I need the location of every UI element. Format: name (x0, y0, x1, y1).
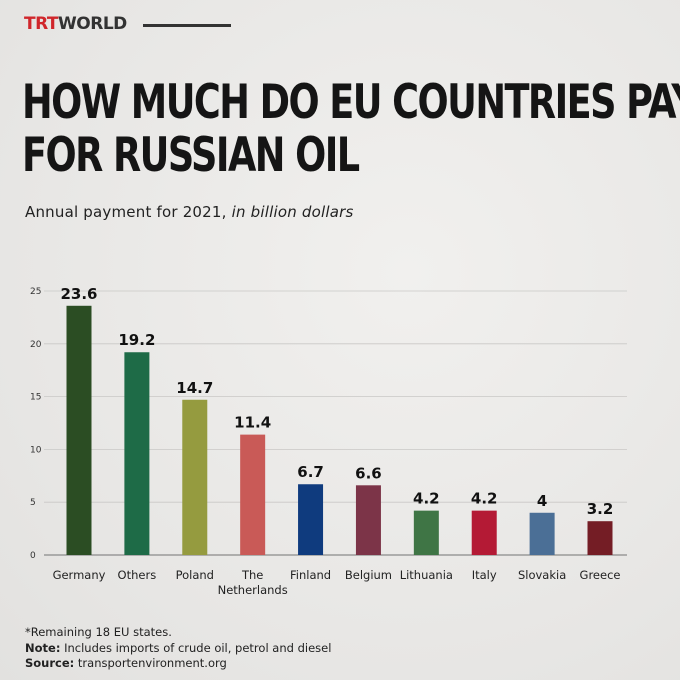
source-text: transportenvironment.org (74, 656, 227, 670)
data-label: 14.7 (176, 379, 213, 397)
data-label: 3.2 (587, 500, 614, 518)
footnote-remaining: *Remaining 18 EU states. (25, 625, 172, 639)
bar (66, 305, 92, 555)
subtitle-unit: in billion dollars (231, 203, 354, 221)
y-tick-label: 20 (30, 340, 42, 350)
chart-footer: *Remaining 18 EU states. Note: Includes … (25, 625, 331, 672)
y-tick-label: 15 (30, 393, 41, 403)
bar (182, 399, 208, 555)
title-line-2: FOR RUSSIAN OIL (22, 128, 360, 183)
subtitle-main: Annual payment for 2021, (25, 203, 232, 221)
note-text: Includes imports of crude oil, petrol an… (60, 640, 332, 655)
x-tick-label: Netherlands (218, 583, 288, 597)
x-tick-label: Others (118, 568, 157, 582)
chart-subtitle: Annual payment for 2021, in billion doll… (25, 203, 354, 221)
note-label: Note: (25, 640, 61, 655)
bar (124, 352, 150, 555)
x-tick-label: Poland (176, 568, 214, 582)
x-tick-label: The (241, 568, 263, 582)
logo-trt: TRT (24, 14, 59, 34)
x-tick-label: Belgium (345, 568, 392, 582)
y-tick-label: 25 (30, 287, 41, 297)
page-title: HOW MUCH DO EU COUNTRIES PAY FOR RUSSIAN… (22, 75, 680, 183)
logo-divider (143, 24, 231, 27)
footnote-note: Note: Includes imports of crude oil, pet… (25, 641, 331, 657)
bar-chart: 0 5 10 15 20 25 23.6 Germany 19.2 Others 14.7 Pola… (30, 285, 627, 597)
title-line-1: HOW MUCH DO EU COUNTRIES PAY (22, 75, 680, 130)
chart-labels: 23.6 Germany 19.2 Others 14.7 Poland 11.4 TheNe… (53, 285, 621, 597)
logo-world: WORLD (58, 14, 127, 34)
bar (355, 485, 381, 555)
chart-bars (66, 305, 613, 555)
y-tick-label: 5 (30, 498, 36, 508)
source-label: Source: (25, 656, 75, 670)
data-label: 4.2 (471, 490, 498, 508)
y-tick-label: 10 (30, 445, 42, 455)
bar (413, 510, 439, 555)
bar (587, 521, 613, 555)
data-label: 6.7 (297, 463, 324, 481)
bar (240, 434, 266, 555)
footnote-source: Source: transportenvironment.org (25, 656, 331, 672)
data-label: 19.2 (118, 331, 155, 349)
trt-world-logo: TRT WORLD (24, 14, 127, 34)
bar (529, 512, 555, 555)
x-tick-label: Finland (290, 568, 331, 582)
data-label: 4 (537, 492, 547, 510)
x-tick-label: Greece (580, 568, 621, 582)
data-label: 4.2 (413, 490, 440, 508)
data-label: 11.4 (234, 414, 271, 432)
bar (471, 510, 497, 555)
data-label: 23.6 (60, 285, 97, 303)
x-tick-label: Lithuania (400, 568, 453, 582)
x-tick-label: Slovakia (518, 568, 566, 582)
y-tick-label: 0 (30, 551, 36, 561)
x-tick-label: Germany (53, 568, 106, 582)
bar (298, 484, 324, 555)
x-tick-label: Italy (472, 568, 497, 582)
data-label: 6.6 (355, 464, 382, 482)
